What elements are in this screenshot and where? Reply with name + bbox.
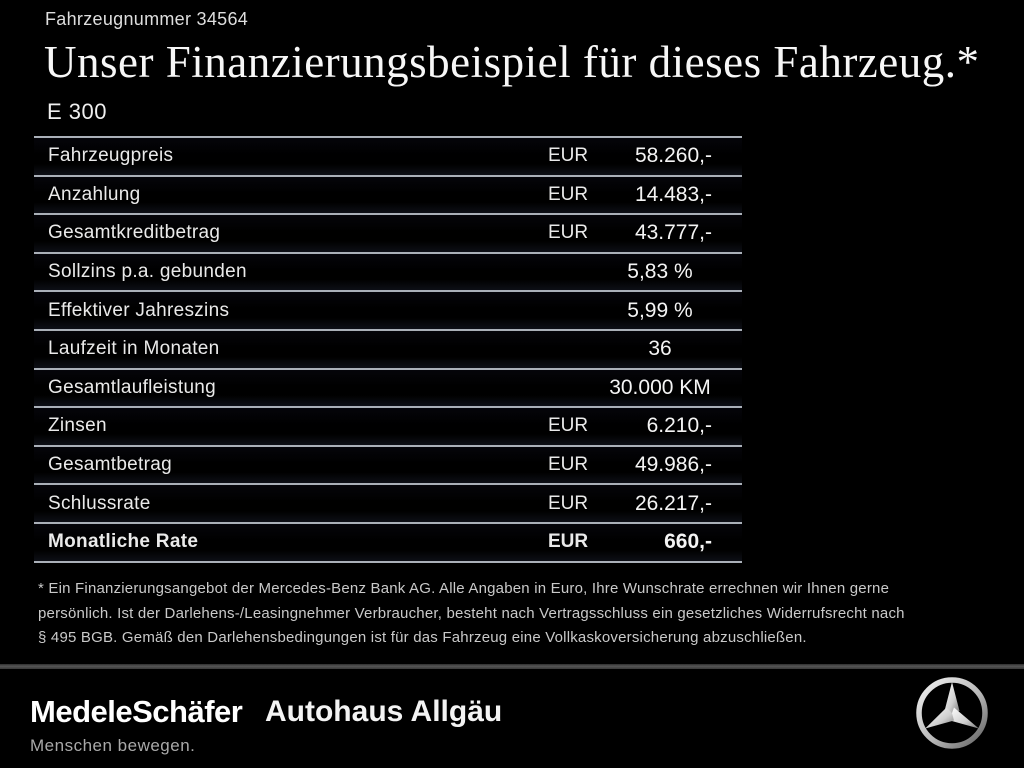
dealer-tagline: Menschen bewegen. (30, 736, 196, 755)
row-value: 5,99 % (627, 298, 693, 322)
currency-label: EUR (548, 145, 589, 167)
row-label: Gesamtlaufleistung (48, 376, 217, 398)
table-row-schlussrate: Schlussrate EUR 26.217,- (34, 485, 742, 524)
row-label: Sollzins p.a. gebunden (48, 261, 247, 283)
currency-label: EUR (548, 531, 589, 553)
row-value: 660,- (664, 530, 712, 554)
footnote: * Ein Finanzierungsangebot der Mercedes-… (38, 577, 998, 651)
table-row-monatliche-rate: Monatliche Rate EUR 660,- (34, 523, 742, 563)
row-value: 14.483,- (634, 182, 712, 206)
row-label: Gesamtbetrag (48, 454, 172, 476)
row-label: Effektiver Jahreszins (48, 299, 230, 321)
row-label: Laufzeit in Monaten (48, 338, 220, 360)
financing-table: Fahrzeugpreis EUR 58.260,- Anzahlung EUR 1… (34, 136, 742, 563)
row-value: 30.000 KM (609, 375, 711, 399)
table-row-gesamtlaufleistung: Gesamtlaufleistung 30.000 KM (34, 369, 742, 409)
table-row-sollzins: Sollzins p.a. gebunden 5,83 % (34, 253, 742, 293)
table-row-fahrzeugpreis: Fahrzeugpreis EUR 58.260,- (34, 138, 742, 177)
row-label: Schlussrate (48, 492, 151, 514)
footnote-line: persönlich. Ist der Darlehens-/Leasingne… (38, 604, 905, 622)
row-label: Gesamtkreditbetrag (48, 222, 221, 244)
row-label: Monatliche Rate (48, 531, 199, 553)
row-label: Zinsen (48, 415, 107, 437)
table-row-anzahlung: Anzahlung EUR 14.483,- (34, 176, 742, 216)
table-row-gesamtbetrag: Gesamtbetrag EUR 49.986,- (34, 446, 742, 486)
footer-divider (0, 664, 1024, 669)
row-value: 43.777,- (634, 221, 712, 245)
page-title: Unser Finanzierungsbeispiel für dieses F… (44, 37, 980, 87)
row-label: Fahrzeugpreis (48, 145, 174, 167)
mercedes-star-icon (916, 677, 988, 749)
dealer-logo-autohaus-allgaeu: Autohaus Allgäu (265, 695, 503, 728)
row-label: Anzahlung (48, 183, 141, 205)
table-row-gesamtkreditbetrag: Gesamtkreditbetrag EUR 43.777,- (34, 215, 742, 254)
currency-label: EUR (548, 415, 589, 437)
currency-label: EUR (548, 222, 589, 244)
table-row-effektiver-jahreszins: Effektiver Jahreszins 5,99 % (34, 292, 742, 331)
table-row-laufzeit: Laufzeit in Monaten 36 (34, 330, 742, 370)
row-value: 5,83 % (627, 260, 693, 284)
row-value: 26.217,- (634, 491, 712, 515)
row-value: 6.210,- (646, 414, 712, 438)
model-name: E 300 (47, 99, 107, 124)
vehicle-number: Fahrzeugnummer 34564 (45, 9, 249, 29)
table-row-zinsen: Zinsen EUR 6.210,- (34, 408, 742, 447)
currency-label: EUR (548, 183, 589, 205)
footnote-line: § 495 BGB. Gemäß den Darlehensbedingunge… (38, 629, 807, 646)
currency-label: EUR (548, 492, 589, 514)
footnote-line: * Ein Finanzierungsangebot der Mercedes-… (38, 580, 890, 597)
row-value: 49.986,- (634, 453, 712, 477)
dealer-logo-block: MedeleSchäfer Menschen bewegen. (30, 694, 243, 756)
row-value: 36 (648, 337, 672, 361)
dealer-logo-medele-schaefer: MedeleSchäfer (30, 694, 243, 729)
row-value: 58.260,- (634, 144, 712, 168)
currency-label: EUR (548, 454, 589, 476)
